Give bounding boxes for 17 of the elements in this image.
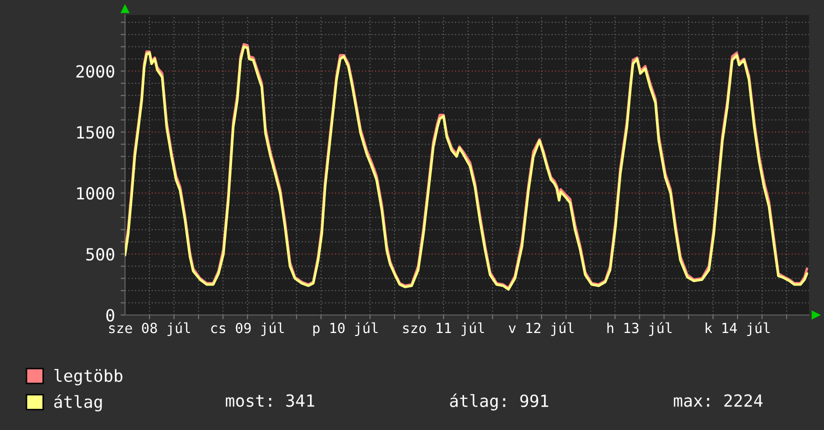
y-tick-label: 2000 [76, 65, 114, 78]
x-tick-label: sze 08 júl [109, 322, 190, 336]
x-tick-label: v 12 júl [508, 322, 574, 336]
text: most: 341 [226, 394, 314, 407]
legend-label: átlag [54, 394, 102, 412]
text: átlag: 991 [450, 394, 548, 410]
y-tick-label: 1500 [77, 126, 114, 139]
x-tick-label: k 14 júl [706, 322, 770, 336]
text: max: 2224 [674, 394, 763, 407]
y-tick-label: 1000 [77, 187, 114, 200]
legend-label: legtöbb [54, 368, 122, 386]
x-tick-label: p 10 júl [313, 322, 378, 336]
x-tick-label: szo 11 júl [403, 322, 484, 336]
x-tick-label: h 13 júl [607, 322, 672, 336]
y-tick-label: 0 [106, 309, 114, 322]
y-tick-label: 500 [86, 248, 114, 261]
x-tick-label: cs 09 júl [211, 322, 284, 336]
